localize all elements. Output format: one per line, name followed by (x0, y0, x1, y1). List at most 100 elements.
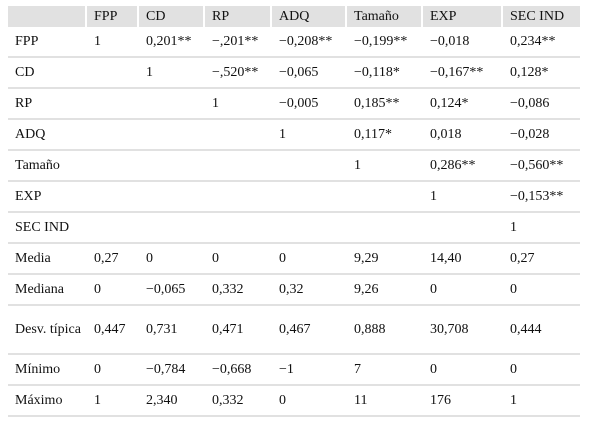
header-cell: Tamaño (346, 6, 423, 27)
header-cell: CD (138, 6, 205, 27)
table-row: Media 0,27 0 0 0 9,29 14,40 0,27 (8, 243, 580, 275)
table-cell (86, 212, 139, 244)
table-cell (422, 212, 503, 244)
table-cell: −0,668 (204, 354, 272, 386)
table-cell: 0 (86, 274, 139, 306)
table-cell: 0,888 (346, 305, 423, 355)
table-cell: −0,018 (422, 27, 503, 58)
table-cell: 1 (204, 88, 272, 120)
correlation-table: FPP CD RP ADQ Tamaño EXP SEC IND FPP 1 0… (8, 6, 580, 417)
table-cell: 1 (346, 150, 423, 182)
table-cell: 0 (422, 274, 503, 306)
table-cell: 0 (86, 354, 139, 386)
table-cell: 0 (204, 243, 272, 275)
header-cell (8, 6, 87, 27)
table-cell: 30,708 (422, 305, 503, 355)
row-label: Media (8, 243, 87, 275)
table-row: Mediana 0 −0,065 0,332 0,32 9,26 0 0 (8, 274, 580, 306)
table-cell: 0 (271, 385, 347, 417)
table-cell: 0 (422, 354, 503, 386)
row-label: Tamaño (8, 150, 87, 182)
table-cell (204, 119, 272, 151)
table-cell (86, 150, 139, 182)
row-label: Máximo (8, 385, 87, 417)
row-label: EXP (8, 181, 87, 213)
table-row: Tamaño 1 0,286** −0,560** (8, 150, 580, 182)
table-cell: −0,208** (271, 27, 347, 58)
table-cell: 1 (422, 181, 503, 213)
row-label: Desv. típica (8, 305, 87, 355)
table-cell: −0,065 (138, 274, 205, 306)
table-cell: −0,086 (502, 88, 580, 120)
table-cell: 2,340 (138, 385, 205, 417)
table-cell: 0 (271, 243, 347, 275)
header-cell: FPP (86, 6, 139, 27)
row-label: Mediana (8, 274, 87, 306)
table-cell: 0 (502, 274, 580, 306)
table-cell: −0,167** (422, 57, 503, 89)
table-cell (138, 88, 205, 120)
table-cell: 1 (138, 57, 205, 89)
table-cell: 0,128* (502, 57, 580, 89)
table-cell: 0,27 (502, 243, 580, 275)
table-cell: 1 (502, 385, 580, 417)
table-cell (138, 150, 205, 182)
table-cell: −0,065 (271, 57, 347, 89)
table-cell: 9,26 (346, 274, 423, 306)
table-cell: 0,332 (204, 385, 272, 417)
table-cell: 0,018 (422, 119, 503, 151)
table-cell: −0,028 (502, 119, 580, 151)
table-cell: 0,185** (346, 88, 423, 120)
table-cell: −0,153** (502, 181, 580, 213)
table-cell: 0,471 (204, 305, 272, 355)
table-cell: 176 (422, 385, 503, 417)
row-label: RP (8, 88, 87, 120)
table-cell: 0,467 (271, 305, 347, 355)
header-cell: RP (204, 6, 272, 27)
table-cell: 0,124* (422, 88, 503, 120)
table-cell (204, 181, 272, 213)
table-cell: 14,40 (422, 243, 503, 275)
table-cell: 0,332 (204, 274, 272, 306)
table-cell (271, 181, 347, 213)
table-cell: −1 (271, 354, 347, 386)
table-cell (138, 119, 205, 151)
table-cell: −,201** (204, 27, 272, 58)
table-cell: −0,784 (138, 354, 205, 386)
table-cell (271, 150, 347, 182)
table-row: RP 1 −0,005 0,185** 0,124* −0,086 (8, 88, 580, 120)
table-cell (346, 181, 423, 213)
table-cell: −,520** (204, 57, 272, 89)
table-cell: 0,234** (502, 27, 580, 58)
table-cell: 0,731 (138, 305, 205, 355)
table-cell: 0,32 (271, 274, 347, 306)
table-cell: 0,447 (86, 305, 139, 355)
table-cell: −0,118* (346, 57, 423, 89)
table-row: SEC IND 1 (8, 212, 580, 244)
table-row: Mínimo 0 −0,784 −0,668 −1 7 0 0 (8, 354, 580, 386)
row-label: SEC IND (8, 212, 87, 244)
table-row: EXP 1 −0,153** (8, 181, 580, 213)
table-cell: −0,199** (346, 27, 423, 58)
table-cell: 1 (502, 212, 580, 244)
table-cell (138, 181, 205, 213)
table-cell: 7 (346, 354, 423, 386)
header-cell: SEC IND (502, 6, 580, 27)
table-cell (86, 119, 139, 151)
table-row: ADQ 1 0,117* 0,018 −0,028 (8, 119, 580, 151)
table-row: CD 1 −,520** −0,065 −0,118* −0,167** 0,1… (8, 57, 580, 89)
header-cell: ADQ (271, 6, 347, 27)
table-cell: 1 (86, 385, 139, 417)
table-cell: 0,286** (422, 150, 503, 182)
table-cell (204, 212, 272, 244)
table-cell: 0,201** (138, 27, 205, 58)
table-row: Máximo 1 2,340 0,332 0 11 176 1 (8, 385, 580, 417)
row-label: FPP (8, 27, 87, 58)
header-row: FPP CD RP ADQ Tamaño EXP SEC IND (8, 6, 580, 27)
row-label: Mínimo (8, 354, 87, 386)
row-label: CD (8, 57, 87, 89)
table-cell (271, 212, 347, 244)
table-row: FPP 1 0,201** −,201** −0,208** −0,199** … (8, 27, 580, 58)
table-cell: 1 (86, 27, 139, 58)
